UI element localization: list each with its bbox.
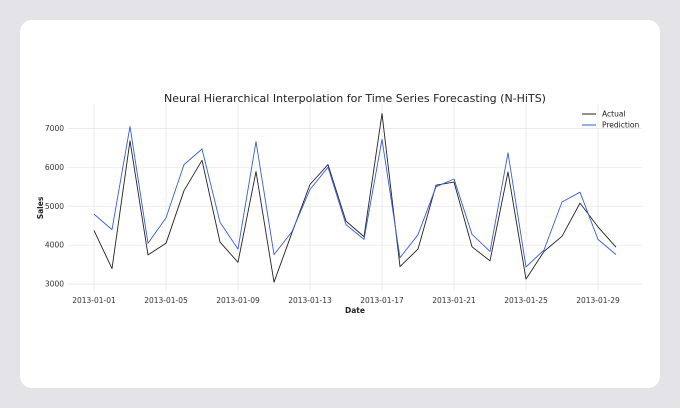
series-lines — [93, 113, 617, 283]
legend: Actual Prediction — [582, 110, 640, 130]
y-tick-label: 7000 — [45, 124, 64, 133]
x-tick-label: 2013-01-25 — [504, 296, 548, 305]
x-tick-label: 2013-01-29 — [576, 296, 620, 305]
y-tick-label: 5000 — [45, 202, 64, 211]
series-line-actual — [93, 113, 617, 283]
x-tick-label: 2013-01-17 — [360, 296, 404, 305]
x-axis-ticks: 2013-01-01 2013-01-05 2013-01-09 2013-01-13… — [72, 296, 620, 305]
x-tick-label: 2013-01-21 — [432, 296, 476, 305]
x-tick-label: 2013-01-13 — [288, 296, 332, 305]
y-axis-label: Sales — [36, 196, 45, 219]
series-line-prediction — [93, 125, 617, 268]
y-axis-ticks: 3000 4000 5000 6000 7000 — [45, 124, 64, 289]
y-tick-label: 6000 — [45, 163, 64, 172]
chart-title: Neural Hierarchical Interpolation for Ti… — [164, 92, 546, 105]
legend-label-actual: Actual — [602, 110, 626, 119]
nhits-line-chart: Neural Hierarchical Interpolation for Ti… — [36, 92, 642, 315]
y-tick-label: 3000 — [45, 280, 64, 289]
grid — [68, 105, 642, 290]
x-tick-label: 2013-01-09 — [216, 296, 260, 305]
chart-card: Neural Hierarchical Interpolation for Ti… — [20, 20, 660, 388]
x-tick-label: 2013-01-05 — [144, 296, 188, 305]
legend-label-prediction: Prediction — [602, 121, 640, 130]
x-axis-label: Date — [345, 306, 365, 315]
y-tick-label: 4000 — [45, 241, 64, 250]
x-tick-label: 2013-01-01 — [72, 296, 116, 305]
